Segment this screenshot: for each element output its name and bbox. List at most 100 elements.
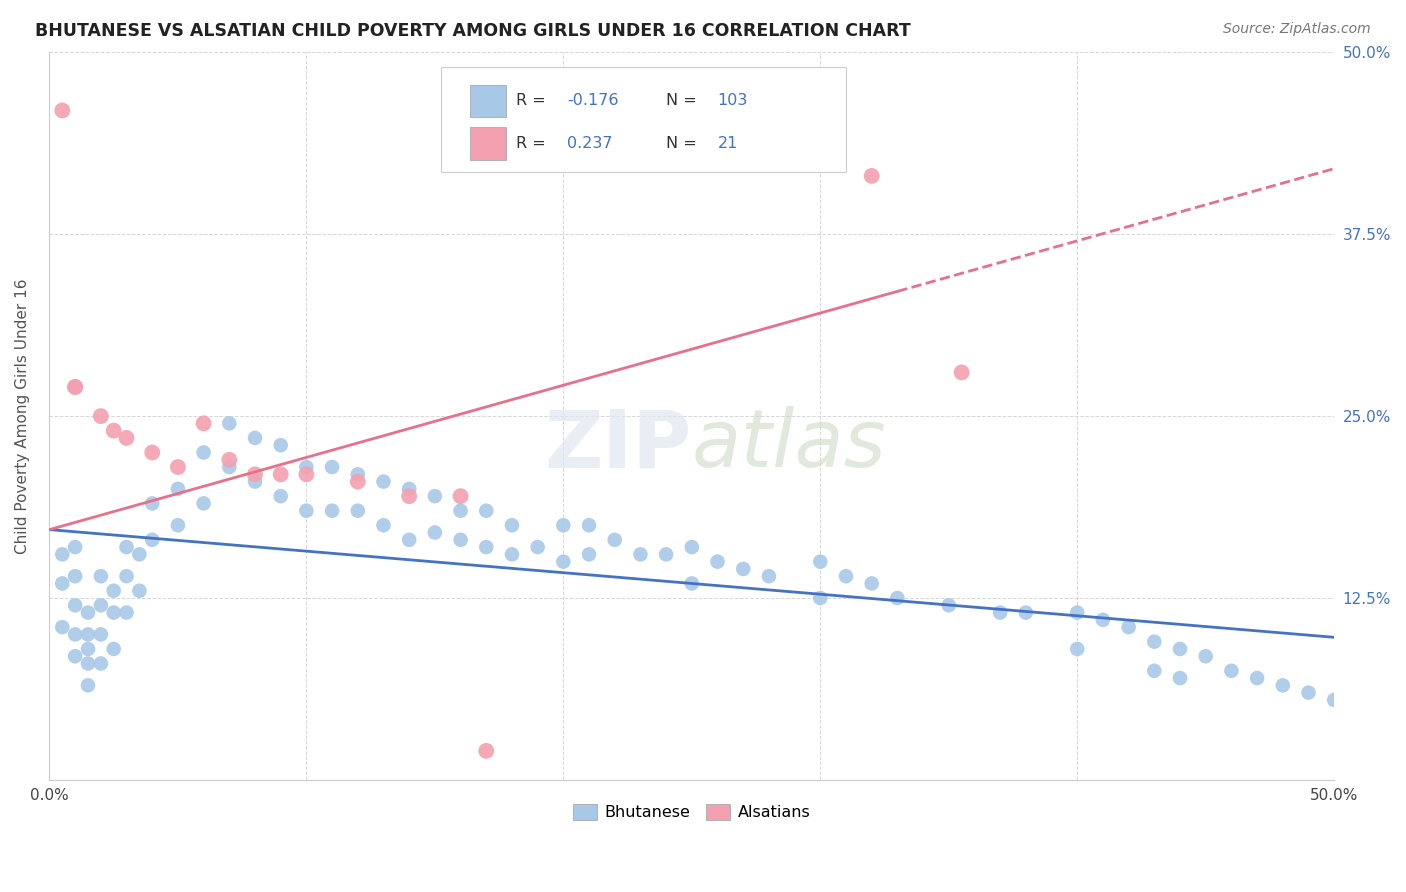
Point — [51, 547, 73, 561]
Point — [321, 460, 343, 475]
Point — [270, 467, 292, 482]
Point — [77, 642, 100, 657]
Point — [501, 547, 523, 561]
Point — [77, 606, 100, 620]
Point — [63, 569, 86, 583]
Point — [988, 606, 1011, 620]
Point — [115, 569, 138, 583]
Point — [808, 591, 831, 605]
Point — [1168, 671, 1191, 685]
Point — [553, 518, 575, 533]
Point — [450, 533, 472, 547]
Point — [63, 627, 86, 641]
Point — [475, 744, 498, 758]
Point — [103, 642, 125, 657]
Y-axis label: Child Poverty Among Girls Under 16: Child Poverty Among Girls Under 16 — [15, 278, 30, 554]
Point — [1066, 642, 1088, 657]
Point — [628, 547, 651, 561]
Point — [115, 540, 138, 554]
Point — [553, 555, 575, 569]
Point — [128, 583, 150, 598]
Point — [90, 599, 112, 613]
Point — [63, 649, 86, 664]
Point — [218, 417, 240, 431]
Point — [63, 380, 86, 394]
Legend: Bhutanese, Alsatians: Bhutanese, Alsatians — [567, 797, 817, 827]
Text: -0.176: -0.176 — [567, 94, 619, 109]
Point — [603, 533, 626, 547]
Point — [115, 606, 138, 620]
Point — [103, 424, 125, 438]
Point — [1195, 649, 1218, 664]
Text: BHUTANESE VS ALSATIAN CHILD POVERTY AMONG GIRLS UNDER 16 CORRELATION CHART: BHUTANESE VS ALSATIAN CHILD POVERTY AMON… — [35, 22, 911, 40]
Point — [526, 540, 548, 554]
Point — [655, 547, 678, 561]
Point — [270, 438, 292, 452]
Point — [77, 657, 100, 671]
Point — [218, 460, 240, 475]
Point — [1143, 664, 1166, 678]
Point — [1323, 693, 1346, 707]
Text: R =: R = — [516, 94, 551, 109]
Point — [167, 518, 190, 533]
Point — [103, 606, 125, 620]
Point — [141, 445, 163, 459]
Point — [90, 569, 112, 583]
Point — [1143, 634, 1166, 648]
Point — [398, 533, 420, 547]
Point — [1118, 620, 1140, 634]
Point — [90, 657, 112, 671]
FancyBboxPatch shape — [441, 67, 846, 172]
Text: ZIP: ZIP — [544, 406, 692, 484]
Point — [578, 547, 600, 561]
Point — [423, 489, 446, 503]
Point — [218, 452, 240, 467]
Text: N =: N = — [666, 94, 702, 109]
Point — [346, 467, 368, 482]
Text: R =: R = — [516, 136, 551, 151]
Point — [77, 678, 100, 692]
Text: N =: N = — [666, 136, 702, 151]
Point — [90, 627, 112, 641]
Point — [77, 627, 100, 641]
Point — [295, 504, 318, 518]
Point — [450, 504, 472, 518]
Point — [398, 482, 420, 496]
Point — [270, 489, 292, 503]
Point — [63, 599, 86, 613]
Point — [193, 496, 215, 510]
Point — [938, 599, 960, 613]
Point — [373, 518, 395, 533]
Point — [243, 475, 266, 489]
Point — [51, 103, 73, 118]
Text: 21: 21 — [717, 136, 738, 151]
Point — [1271, 678, 1294, 692]
Point — [193, 417, 215, 431]
Point — [835, 569, 858, 583]
Point — [1015, 606, 1038, 620]
Point — [346, 504, 368, 518]
Point — [475, 504, 498, 518]
Point — [860, 169, 883, 183]
Point — [1298, 685, 1320, 699]
Point — [501, 518, 523, 533]
Point — [398, 489, 420, 503]
Point — [1246, 671, 1268, 685]
Point — [103, 583, 125, 598]
Point — [860, 576, 883, 591]
Point — [243, 431, 266, 445]
Point — [90, 409, 112, 423]
Point — [167, 482, 190, 496]
Point — [450, 489, 472, 503]
Point — [346, 475, 368, 489]
FancyBboxPatch shape — [470, 85, 506, 118]
Point — [681, 576, 703, 591]
Point — [706, 555, 728, 569]
Point — [758, 569, 780, 583]
Point — [295, 460, 318, 475]
Point — [950, 366, 973, 380]
Point — [578, 518, 600, 533]
Text: atlas: atlas — [692, 406, 887, 484]
Point — [886, 591, 908, 605]
Point — [51, 620, 73, 634]
